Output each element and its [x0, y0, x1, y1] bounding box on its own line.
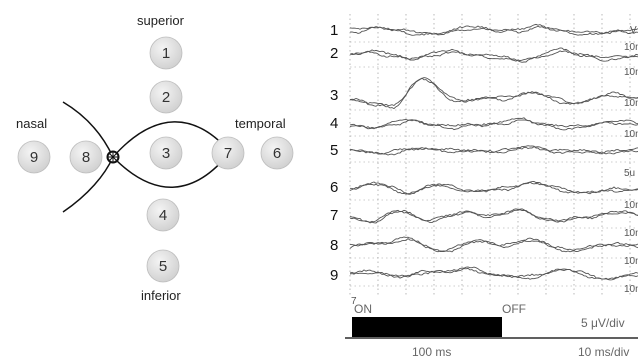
position-number: 9 — [30, 149, 38, 166]
waveform-trace-1 — [350, 25, 638, 36]
waveform-trace-8 — [350, 238, 638, 253]
position-circle-4: 4 — [146, 198, 180, 232]
nasal-label: nasal — [16, 116, 47, 131]
position-number: 5 — [159, 258, 167, 275]
trace-label-9: 9 — [330, 267, 338, 284]
on-label: ON — [354, 302, 372, 316]
trace-label-5: 5 — [330, 142, 338, 159]
trace-label-6: 6 — [330, 179, 338, 196]
recordings-panel: 1 2 3 4 5 6 7 8 9 V 10n 10n 10n 10n 5u 1… — [330, 14, 638, 358]
waveform-trace-9 — [350, 266, 638, 280]
stimulus-bar — [352, 317, 502, 337]
trace-label-4: 4 — [330, 115, 338, 132]
position-number: 8 — [82, 149, 90, 166]
amplitude-scale-label: 5 μV/div — [581, 316, 625, 330]
corner-label: 7 — [351, 296, 357, 307]
waveform-trace-4 — [350, 119, 638, 131]
recording-grid — [349, 14, 638, 296]
stimulus-duration-label: 100 ms — [412, 345, 451, 358]
edge-label-8: 10n — [624, 256, 638, 267]
inferior-label: inferior — [141, 288, 181, 303]
position-number: 4 — [159, 207, 167, 224]
superior-label: superior — [137, 13, 185, 28]
waveform-trace-5 — [350, 146, 638, 156]
waveform-trace-3 — [350, 77, 638, 110]
waveform-trace-3 — [350, 77, 638, 107]
position-circle-5: 5 — [146, 249, 180, 283]
waveform-trace-9 — [350, 267, 638, 281]
position-circle-7: 7 — [211, 136, 245, 170]
position-number: 2 — [162, 89, 170, 106]
waveform-trace-4 — [350, 117, 638, 130]
trace-label-3: 3 — [330, 87, 338, 104]
trace-label-7: 7 — [330, 207, 338, 224]
top-right-label: V — [630, 25, 637, 36]
trace-label-8: 8 — [330, 237, 338, 254]
waveform-trace-5 — [350, 145, 638, 155]
waveform-trace-2 — [350, 50, 638, 62]
position-circle-6: 6 — [260, 136, 294, 170]
waveform-trace-8 — [350, 236, 638, 253]
trace-label-1: 1 — [330, 22, 338, 39]
temporal-label: temporal — [235, 116, 286, 131]
edge-label-3: 10n — [624, 98, 638, 109]
fixation-marker-spokes — [107, 151, 119, 163]
position-number: 6 — [273, 145, 281, 162]
waveform-trace-6 — [350, 181, 638, 195]
edge-label-4: 10n — [624, 129, 638, 140]
waveform-trace-1 — [350, 23, 638, 36]
position-circle-3: 3 — [149, 136, 183, 170]
trace-label-2: 2 — [330, 45, 338, 62]
waveform-trace-7 — [350, 209, 638, 224]
position-circle-8: 8 — [69, 140, 103, 174]
position-number: 1 — [162, 45, 170, 62]
position-number: 7 — [224, 145, 232, 162]
edge-label-2: 10n — [624, 67, 638, 78]
off-label: OFF — [502, 302, 526, 316]
edge-label-7: 10n — [624, 228, 638, 239]
position-number: 3 — [162, 145, 170, 162]
position-circle-9: 9 — [17, 140, 51, 174]
stimulus-map: superior inferior nasal temporal 1 2 3 4 — [16, 13, 294, 303]
edge-label-9: 10n — [624, 284, 638, 295]
position-circle-1: 1 — [149, 36, 183, 70]
edge-label-5: 5u — [624, 168, 635, 179]
right-edge-labels: V 10n 10n 10n 10n 5u 10n 10n 10n 10n — [624, 25, 638, 295]
position-circle-2: 2 — [149, 80, 183, 114]
edge-label-1: 10n — [624, 42, 638, 53]
traces — [350, 23, 638, 281]
edge-label-6: 10n — [624, 200, 638, 211]
waveform-trace-6 — [350, 181, 638, 195]
waveform-trace-2 — [350, 47, 638, 63]
trace-number-labels: 1 2 3 4 5 6 7 8 9 — [330, 22, 338, 284]
time-scale-label: 10 ms/div — [578, 345, 629, 358]
